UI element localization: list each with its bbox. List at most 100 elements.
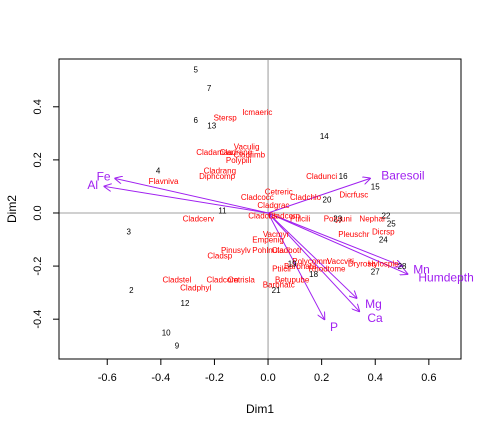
env-vector-label: Mg [365, 297, 382, 311]
env-vector-label: Al [87, 178, 98, 192]
site-label: 6 [193, 116, 198, 125]
species-label: Betupube [275, 275, 310, 284]
site-label: 23 [333, 214, 342, 223]
species-label: Ptilcili [290, 214, 311, 223]
env-vector-label: Baresoil [381, 169, 424, 183]
species-label: Flavniva [149, 177, 179, 186]
species-label: Cladstel [162, 275, 191, 284]
env-vector-arrow [105, 186, 269, 214]
species-label: Cladbotr [272, 246, 303, 255]
site-label: 19 [288, 259, 297, 268]
species-label: Hylosple [368, 259, 399, 268]
species-label: Barbhata [284, 262, 317, 271]
env-vector-arrow [267, 212, 356, 298]
site-label: 22 [382, 212, 391, 221]
site-label: 14 [320, 132, 329, 141]
env-vector-label: P [330, 320, 338, 334]
x-axis: -0.6 -0.4 -0.2 0.0 0.2 0.4 0.6 [98, 358, 436, 384]
x-tick-label: 0.0 [260, 372, 275, 384]
env-vector-arrow [267, 212, 402, 266]
species-label: Pohlnuta [252, 246, 284, 255]
site-label: 21 [272, 286, 281, 295]
site-label: 4 [156, 167, 161, 176]
species-label: Stersp [214, 113, 238, 122]
species-label: Cladrang [220, 148, 252, 157]
y-tick-label: -0.2 [32, 257, 44, 276]
species-label: Empenig [252, 236, 284, 245]
site-label: 5 [193, 66, 198, 75]
site-label: 10 [162, 328, 171, 337]
species-label: Nephar [359, 214, 386, 223]
species-label: Cladcocc [241, 193, 274, 202]
site-label: 28 [398, 262, 407, 271]
env-vector-arrow [267, 212, 359, 311]
species-label: Vacmyr [263, 230, 290, 239]
species-label: Icmaeric [242, 108, 272, 117]
x-tick-label: 0.6 [421, 372, 436, 384]
env-vector-arrow [267, 212, 407, 274]
site-label: 15 [371, 182, 380, 191]
site-label: 27 [371, 267, 380, 276]
species-label: Dicrsp [372, 228, 395, 237]
species-label: Cladunci [306, 172, 337, 181]
species-label: Rhodtome [309, 265, 346, 274]
x-tick-label: -0.4 [151, 372, 170, 384]
species-label: Cetreric [265, 188, 293, 197]
y-axis-title: Dim2 [5, 195, 19, 223]
y-tick-label: -0.4 [32, 310, 44, 329]
species-label: Vaculig [234, 143, 260, 152]
site-label: 13 [207, 121, 216, 130]
x-axis-title: Dim1 [246, 402, 274, 416]
env-vector-label: Fe [97, 169, 111, 183]
species-label: Barbhatc [263, 281, 295, 290]
species-label: Dicrfusc [339, 190, 368, 199]
species-label: Cladgrac [257, 201, 289, 210]
x-tick-label: -0.6 [98, 372, 117, 384]
site-label: 20 [323, 196, 332, 205]
species-label: Cladfimb [233, 151, 265, 160]
species-label: Polycomm [292, 257, 330, 266]
site-label: 24 [379, 236, 388, 245]
env-vector-label: Humdepth [418, 271, 473, 285]
site-label: 16 [339, 172, 348, 181]
env-vector-arrow [115, 178, 269, 214]
reference-lines [59, 59, 461, 359]
site-label: 11 [218, 206, 227, 215]
x-tick-label: 0.2 [314, 372, 329, 384]
site-label: 25 [387, 220, 396, 229]
species-label: Vaccviti [327, 257, 354, 266]
site-label: 2 [129, 286, 134, 295]
species-label: Dryrosa [348, 259, 377, 268]
site-label: 3 [126, 228, 131, 237]
env-vector-label: Ca [367, 311, 383, 325]
x-tick-label: 0.4 [368, 372, 383, 384]
species-label: Pinusylv [221, 246, 251, 255]
species-label: Cladamau [196, 148, 232, 157]
site-label: 7 [207, 84, 212, 93]
species-label: Cetrisla [228, 275, 256, 284]
species-label: Polyjuni [324, 214, 352, 223]
site-label: 9 [175, 342, 180, 351]
species-label: Diphcomp [199, 172, 236, 181]
species-label: Cladrang [204, 167, 236, 176]
species-label: Polypili [226, 156, 252, 165]
species-label: Cladcorn [206, 275, 238, 284]
species-label: Cladcorn [268, 212, 300, 221]
species-label: Cladcerv [183, 214, 215, 223]
species-label: Ptilcil [272, 265, 291, 274]
env-vector-arrow [267, 212, 324, 319]
x-tick-label: -0.2 [205, 372, 224, 384]
y-tick-label: 0.4 [32, 99, 44, 114]
env-vector-arrow [267, 178, 370, 214]
y-tick-label: 0.2 [32, 152, 44, 167]
species-scores: IcmaericSterspVaculigCladamauCladrangCla… [149, 108, 400, 292]
site-label: 12 [181, 299, 190, 308]
species-label: Cladphyl [180, 283, 211, 292]
y-axis: -0.4 -0.2 0.0 0.2 0.4 [32, 99, 60, 329]
species-label: Cladsp [207, 251, 232, 260]
y-tick-label: 0.0 [32, 205, 44, 220]
species-label: Cladcris [248, 212, 277, 221]
